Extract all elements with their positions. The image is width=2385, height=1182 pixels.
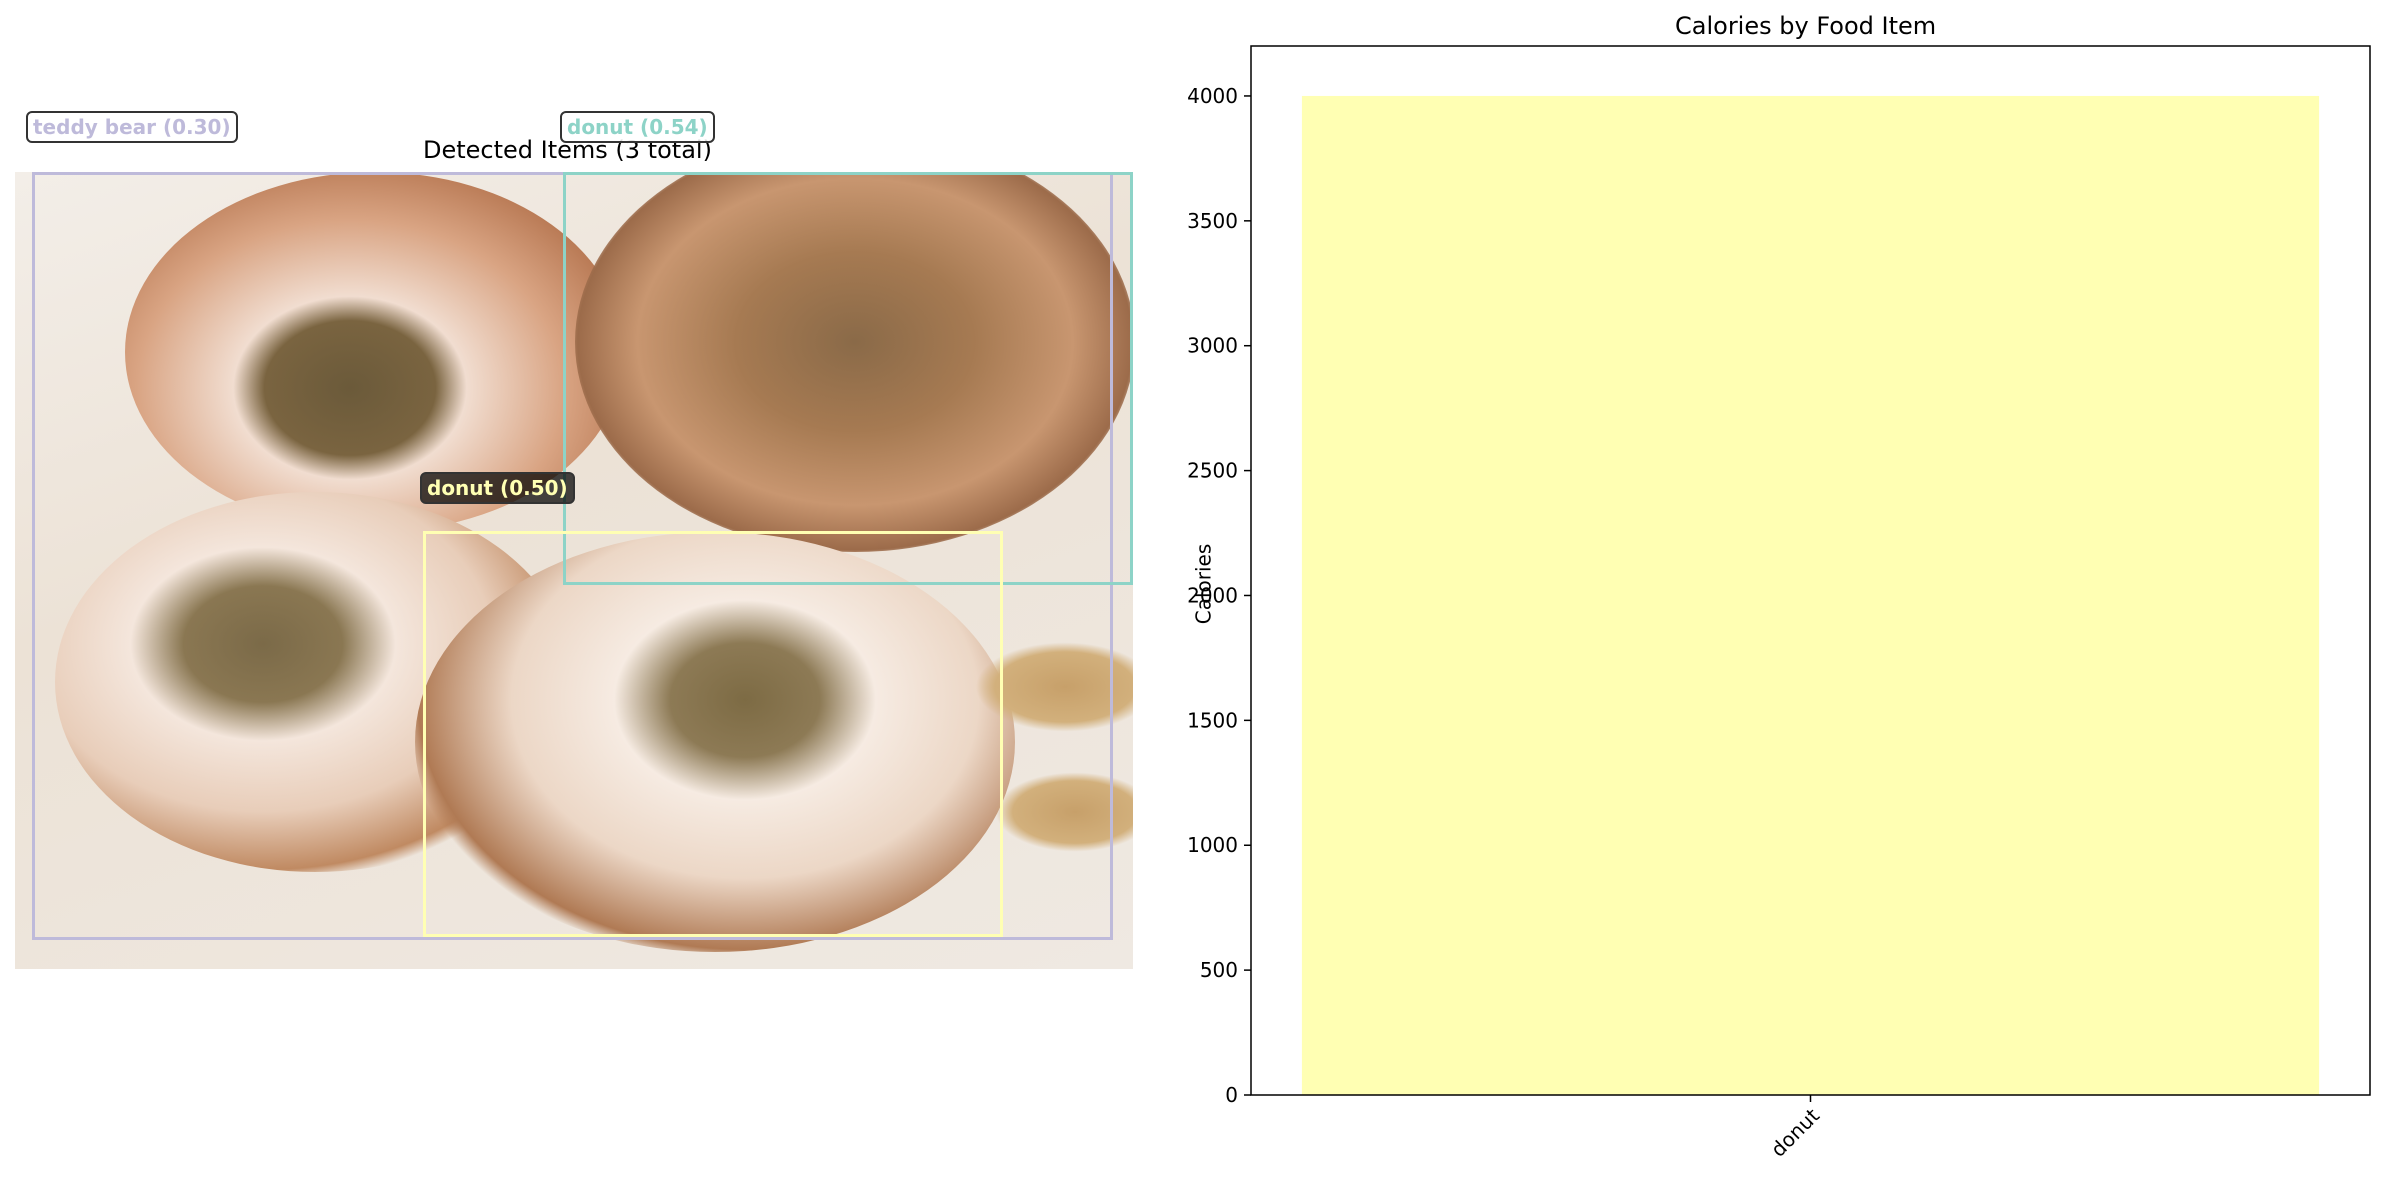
food-photo xyxy=(15,172,1133,969)
plot-frame xyxy=(1250,45,2371,1096)
x-tick-label-donut: donut xyxy=(1766,1103,1824,1161)
detection-label-teddy-bear: teddy bear (0.30) xyxy=(26,111,238,143)
y-tick-label-4000: 4000 xyxy=(1187,84,1238,108)
detection-label-donut-2: donut (0.50) xyxy=(420,472,575,504)
food-roll-top-right xyxy=(575,172,1133,552)
detection-label-donut-1: donut (0.54) xyxy=(560,111,715,143)
bar-donut xyxy=(1301,95,2320,1095)
y-tick-label-2000: 2000 xyxy=(1187,583,1238,607)
y-tick-label-3000: 3000 xyxy=(1187,334,1238,358)
detection-box-donut-1 xyxy=(563,172,1133,585)
y-tick-label-2500: 2500 xyxy=(1187,459,1238,483)
y-tick-label-3500: 3500 xyxy=(1187,209,1238,233)
y-tick-label-1000: 1000 xyxy=(1187,833,1238,857)
y-tick-label-500: 500 xyxy=(1200,958,1238,982)
food-slice-center xyxy=(415,532,1015,952)
chart-title: Calories by Food Item xyxy=(1675,12,1937,40)
y-tick-label-1500: 1500 xyxy=(1187,708,1238,732)
detection-box-donut-2 xyxy=(423,531,1003,937)
y-tick-label-0: 0 xyxy=(1225,1083,1238,1107)
